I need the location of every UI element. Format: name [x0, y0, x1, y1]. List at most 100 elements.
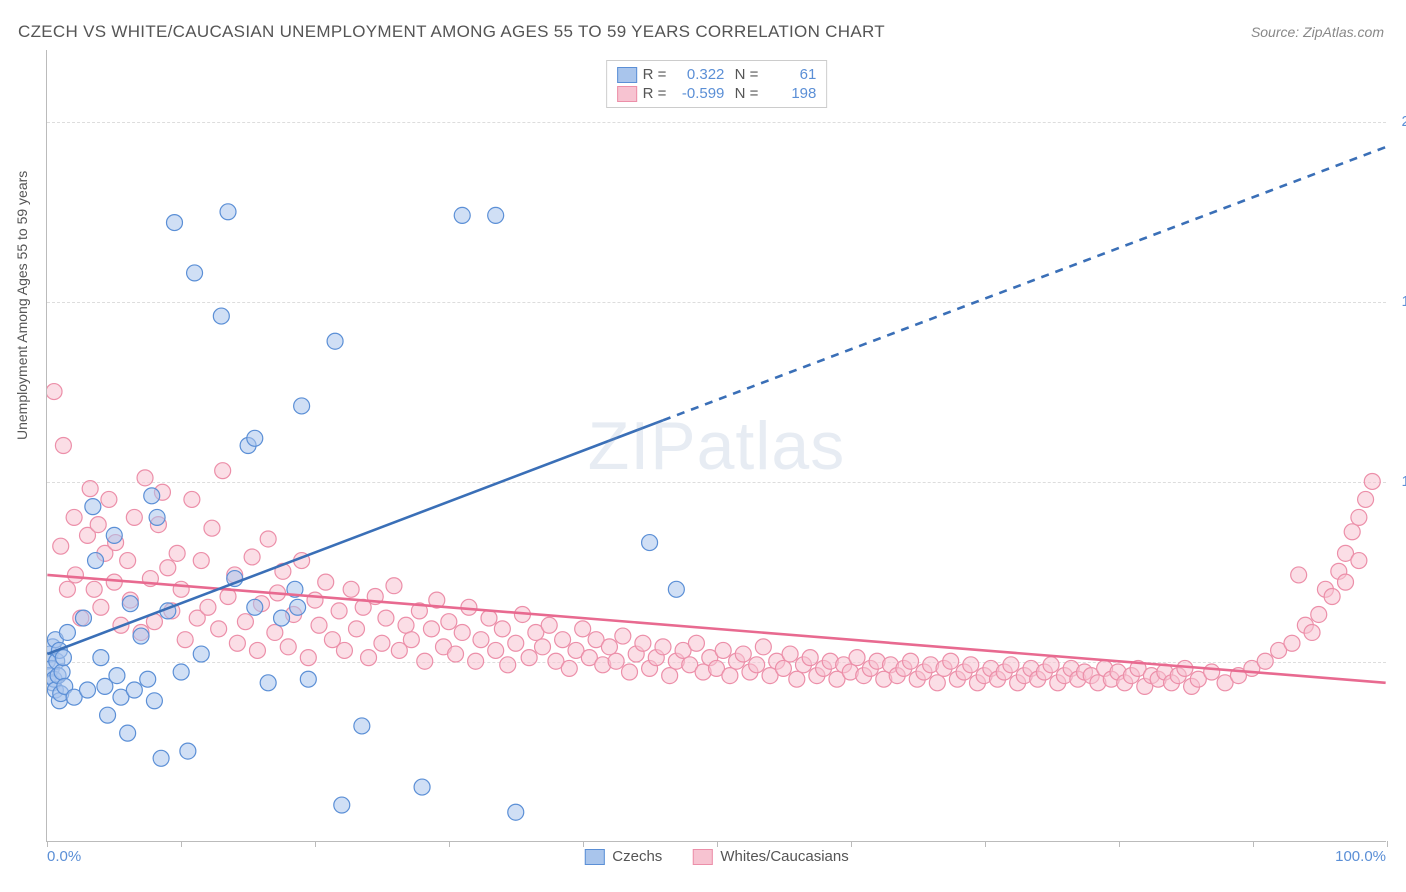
x-tick — [1387, 841, 1388, 847]
scatter-point — [417, 653, 433, 669]
scatter-point — [106, 527, 122, 543]
scatter-point — [468, 653, 484, 669]
scatter-point — [336, 642, 352, 658]
scatter-point — [184, 491, 200, 507]
scatter-point — [86, 581, 102, 597]
scatter-point — [54, 664, 70, 680]
scatter-point — [361, 650, 377, 666]
scatter-point — [782, 646, 798, 662]
x-tick — [181, 841, 182, 847]
scatter-point — [688, 635, 704, 651]
scatter-point — [101, 491, 117, 507]
trend-line-czechs-dashed — [663, 147, 1386, 420]
scatter-point — [575, 621, 591, 637]
series-legend: Czechs Whites/Caucasians — [584, 848, 848, 865]
scatter-point — [133, 628, 149, 644]
scatter-point — [521, 650, 537, 666]
scatter-point — [280, 639, 296, 655]
scatter-point — [82, 481, 98, 497]
scatter-point — [260, 675, 276, 691]
scatter-point — [260, 531, 276, 547]
scatter-point — [146, 693, 162, 709]
scatter-point — [441, 614, 457, 630]
scatter-point — [290, 599, 306, 615]
scatter-point — [294, 398, 310, 414]
scatter-point — [1177, 660, 1193, 676]
scatter-point — [1358, 491, 1374, 507]
legend-swatch-whites — [617, 86, 637, 102]
scatter-point — [193, 646, 209, 662]
scatter-point — [331, 603, 347, 619]
scatter-point — [349, 621, 365, 637]
y-tick-label: 15.0% — [1394, 293, 1406, 310]
scatter-point — [414, 779, 430, 795]
legend-swatch-czechs-bottom — [584, 849, 604, 865]
scatter-point — [715, 642, 731, 658]
scatter-point — [755, 639, 771, 655]
scatter-point — [903, 653, 919, 669]
scatter-point — [722, 668, 738, 684]
legend-r-label: R = — [643, 66, 667, 83]
scatter-point — [1204, 664, 1220, 680]
scatter-point — [473, 632, 489, 648]
scatter-point — [211, 621, 227, 637]
scatter-point — [93, 599, 109, 615]
legend-item-whites: Whites/Caucasians — [692, 848, 848, 865]
legend-r-value-whites: -0.599 — [672, 85, 724, 102]
scatter-point — [1324, 589, 1340, 605]
scatter-point — [318, 574, 334, 590]
scatter-point — [635, 635, 651, 651]
scatter-point — [137, 470, 153, 486]
scatter-point — [200, 599, 216, 615]
source-attribution: Source: ZipAtlas.com — [1251, 24, 1384, 40]
scatter-point — [488, 207, 504, 223]
trend-line-czechs-solid — [47, 420, 663, 654]
scatter-point — [126, 682, 142, 698]
scatter-point — [160, 560, 176, 576]
scatter-point — [193, 553, 209, 569]
scatter-point — [386, 578, 402, 594]
scatter-point — [144, 488, 160, 504]
scatter-point — [149, 509, 165, 525]
scatter-point — [1351, 553, 1367, 569]
scatter-point — [454, 207, 470, 223]
x-tick — [449, 841, 450, 847]
scatter-point — [67, 567, 83, 583]
x-tick — [1119, 841, 1120, 847]
scatter-point — [140, 671, 156, 687]
scatter-point — [166, 215, 182, 231]
scatter-point — [237, 614, 253, 630]
scatter-point — [561, 660, 577, 676]
legend-row-czechs: R = 0.322 N = 61 — [617, 65, 817, 84]
scatter-point — [153, 750, 169, 766]
scatter-point — [655, 639, 671, 655]
scatter-point — [735, 646, 751, 662]
y-tick-label: 20.0% — [1394, 113, 1406, 130]
scatter-point — [169, 545, 185, 561]
x-tick — [583, 841, 584, 847]
scatter-point — [849, 650, 865, 666]
scatter-point — [274, 610, 290, 626]
x-tick — [1253, 841, 1254, 847]
scatter-point — [615, 628, 631, 644]
scatter-point — [642, 535, 658, 551]
x-tick — [985, 841, 986, 847]
scatter-point — [1284, 635, 1300, 651]
scatter-point — [601, 639, 617, 655]
legend-label-czechs: Czechs — [612, 848, 662, 865]
scatter-point — [943, 653, 959, 669]
scatter-point — [622, 664, 638, 680]
scatter-point — [398, 617, 414, 633]
scatter-point — [1043, 657, 1059, 673]
scatter-point — [608, 653, 624, 669]
scatter-point — [1311, 606, 1327, 622]
scatter-point — [448, 646, 464, 662]
legend-item-czechs: Czechs — [584, 848, 662, 865]
scatter-svg — [47, 50, 1386, 841]
scatter-point — [541, 617, 557, 633]
scatter-point — [267, 624, 283, 640]
scatter-point — [85, 499, 101, 515]
legend-r-value-czechs: 0.322 — [672, 66, 724, 83]
scatter-point — [100, 707, 116, 723]
x-tick — [851, 841, 852, 847]
